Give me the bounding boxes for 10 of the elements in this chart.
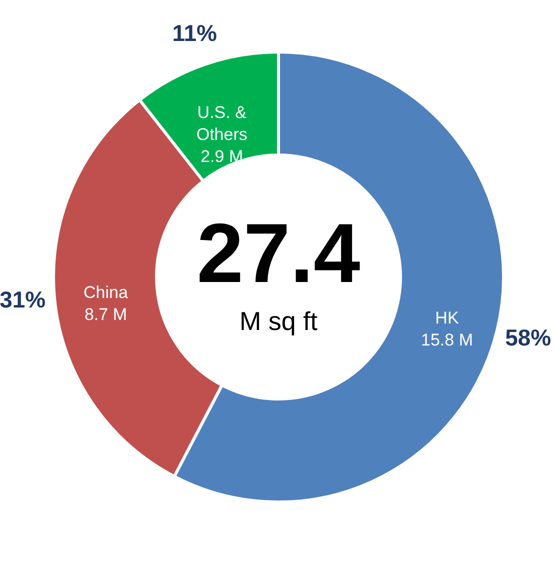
slice-label: China	[84, 282, 128, 302]
text: 27.4	[196, 206, 361, 300]
text: M sq ft	[239, 306, 318, 336]
data-label: 8.7 M	[84, 304, 127, 324]
slice-label: U.S. & Others	[196, 103, 248, 144]
text: 31%	[0, 286, 46, 313]
text: 11%	[172, 20, 217, 46]
slice-label: HK	[435, 308, 460, 328]
text: 58%	[505, 324, 552, 350]
data-label: 15.8 M	[421, 330, 473, 350]
